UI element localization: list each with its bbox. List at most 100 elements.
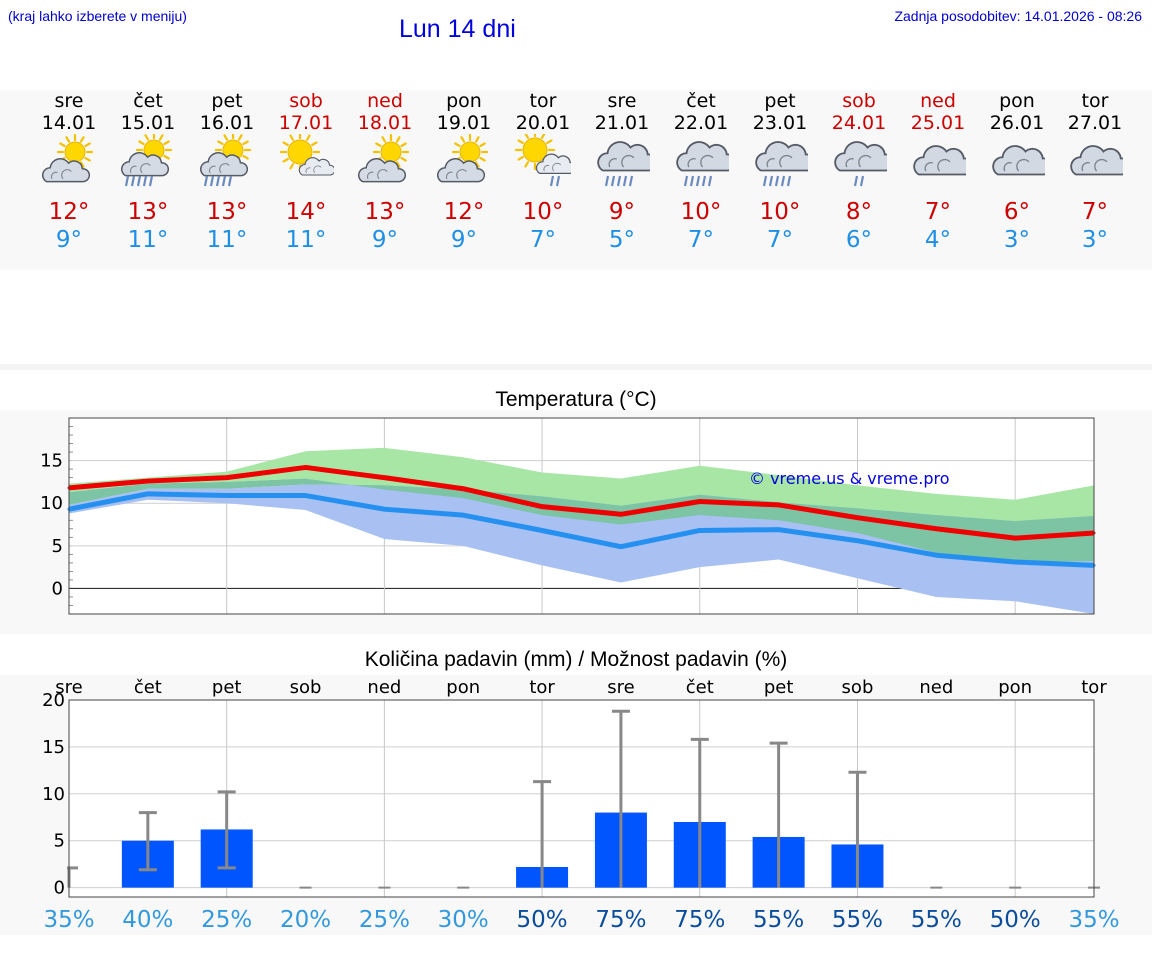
weather-icon-svg [121, 131, 173, 187]
cloud-inner-line [209, 163, 230, 174]
x-category-label: pet [212, 677, 242, 698]
precip-probability-label: 75% [674, 907, 725, 933]
weather-icon-svg [676, 141, 737, 187]
precip-probability-label: 55% [753, 907, 804, 933]
x-category-label: sre [607, 677, 634, 698]
sun-ray [460, 136, 466, 143]
sun-ray [163, 154, 170, 160]
rain-drop [774, 175, 780, 187]
cloud-inner-line [543, 162, 562, 172]
cloud-inner-line [51, 169, 72, 180]
day-date: 19.01 [436, 112, 492, 134]
max-temp-point [777, 503, 781, 507]
sun-disc [459, 141, 481, 163]
sun-disc [380, 141, 402, 163]
sun-ray [517, 139, 524, 145]
min-temp-point [934, 553, 938, 557]
cloud-inner-line [446, 169, 467, 180]
cloud-shape [913, 145, 974, 176]
rain-drop [604, 175, 610, 187]
day-date: 14.01 [41, 112, 97, 134]
day-date: 23.01 [752, 112, 808, 134]
min-temp-point [382, 507, 386, 511]
day-date: 27.01 [1067, 112, 1123, 134]
max-temp-point [382, 476, 386, 480]
rain-drop [221, 175, 227, 187]
x-category-label: pon [446, 677, 480, 698]
day-min-temp: 7° [529, 227, 557, 253]
cloud-icon [1067, 134, 1131, 190]
sun-ray [289, 134, 295, 141]
precip-probability-label: 40% [122, 907, 173, 933]
cloud-inner-line [130, 163, 151, 174]
cloud-inner-line [1081, 158, 1108, 172]
day-max-temp: 7° [924, 199, 952, 225]
rain-drop [549, 175, 555, 187]
day-min-temp: 9° [55, 227, 83, 253]
daily-forecast-strip: sre 14.01 12° 9° čet 15.01 13° 11° pet 16.01 13°… [0, 90, 1152, 270]
rain-drop [622, 175, 628, 187]
precip-probability-label: 35% [43, 907, 94, 933]
rain-drop [701, 175, 707, 187]
x-category-label: sob [842, 677, 874, 698]
day-min-temp: 9° [371, 227, 399, 253]
day-max-temp: 10° [522, 199, 564, 225]
day-name: sre [607, 90, 637, 112]
day-date: 16.01 [199, 112, 255, 134]
max-temp-point [540, 505, 544, 509]
max-temp-point [461, 487, 465, 491]
y-tick-label: 10 [40, 493, 63, 514]
cloud-rain-icon [673, 134, 737, 190]
min-temp-point [540, 528, 544, 532]
x-category-label: pet [764, 677, 794, 698]
min-temp-point [461, 513, 465, 517]
day-min-temp: 11° [127, 227, 169, 253]
day-min-temp: 3° [1003, 227, 1031, 253]
rain-drop [707, 175, 713, 187]
sun-ray [282, 157, 289, 163]
precip-probability-label: 25% [359, 907, 410, 933]
day-date: 15.01 [120, 112, 176, 134]
day-max-temp: 8° [845, 199, 873, 225]
weather-icon-svg [992, 145, 1053, 176]
sun-ray [381, 136, 387, 143]
location-hint[interactable]: (kraj lahko izberete v meniju) [8, 8, 187, 24]
weather-icon-svg [597, 141, 658, 187]
day-min-temp: 7° [766, 227, 794, 253]
cloud-inner-line [1003, 158, 1030, 172]
precip-probability-label: 20% [280, 907, 331, 933]
sun-ray [395, 136, 401, 143]
cloud-shape [992, 145, 1053, 176]
min-temp-point [619, 545, 623, 549]
weather-icon-svg [437, 133, 489, 183]
rain-drop [215, 175, 221, 187]
sun-cloud-icon [41, 133, 97, 190]
min-temp-line [68, 491, 1095, 568]
sun-small-cloud-icon [278, 131, 336, 190]
rain-drop [136, 175, 142, 187]
x-category-label: tor [1081, 677, 1107, 698]
sun-ray [454, 142, 461, 148]
x-category-label: ned [919, 677, 953, 698]
weather-icon-svg [279, 131, 336, 176]
cloud-icon [989, 134, 1053, 190]
y-tick-label: 5 [54, 831, 65, 852]
cloud-outline [834, 141, 895, 172]
max-temp-point [698, 500, 702, 504]
y-tick-label: 0 [54, 878, 65, 899]
plot-border [68, 417, 1095, 615]
page-title: Lun 14 dni [399, 15, 516, 43]
weather-icon-svg [358, 133, 410, 183]
rain-drop [689, 175, 695, 187]
cloud-outline [755, 141, 816, 172]
rain-drop [227, 175, 233, 187]
cloud-shape [42, 158, 91, 183]
day-max-temp: 12° [443, 199, 485, 225]
cloud-icon [910, 134, 974, 190]
day-date: 20.01 [515, 112, 571, 134]
day-name: pon [446, 90, 482, 112]
rain-drop [142, 175, 148, 187]
precip-probability-label: 50% [517, 907, 568, 933]
max-temp-point [225, 476, 229, 480]
cloud-outline [913, 145, 974, 176]
